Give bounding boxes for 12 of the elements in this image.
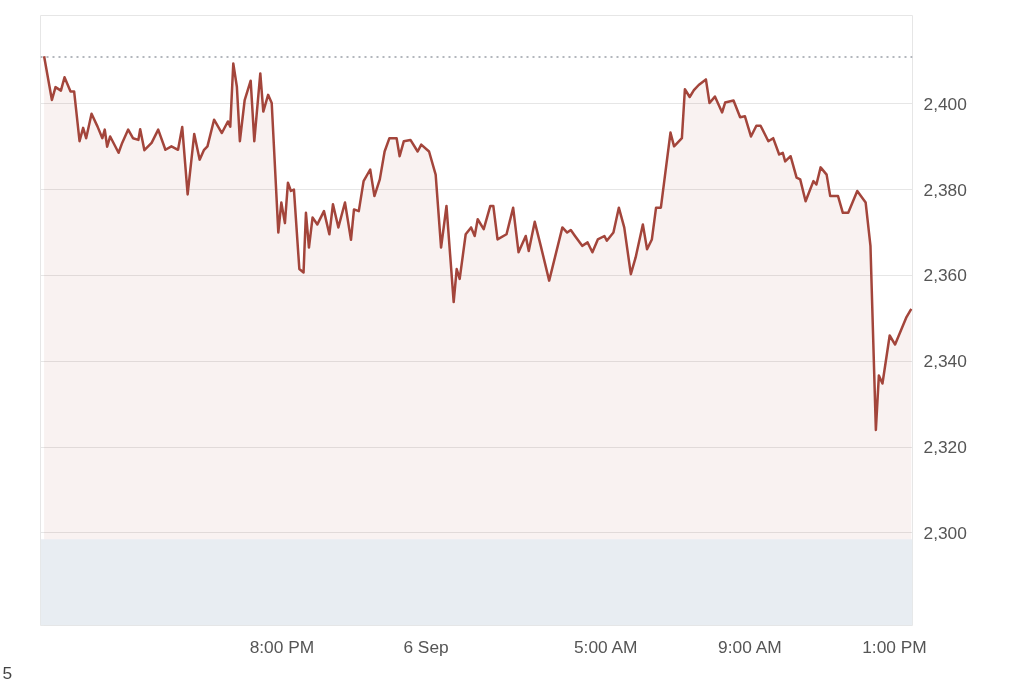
- y-tick-label: 2,300: [923, 522, 967, 543]
- y-tick-label: 2,380: [923, 179, 967, 200]
- y-tick-label: 2,360: [923, 265, 967, 286]
- y-tick-label: 2,400: [923, 93, 967, 114]
- x-tick-label: 6 Sep: [403, 636, 449, 657]
- x-tick-label: 8:00 PM: [249, 636, 315, 657]
- text: 5: [2, 662, 13, 683]
- x-tick-label: 5:00 AM: [573, 636, 638, 657]
- y-tick-label: 2,340: [923, 351, 967, 372]
- x-tick-label: 9:00 AM: [718, 636, 782, 657]
- x-tick-label: 1:00 PM: [862, 636, 927, 657]
- y-tick-label: 2,320: [923, 437, 967, 458]
